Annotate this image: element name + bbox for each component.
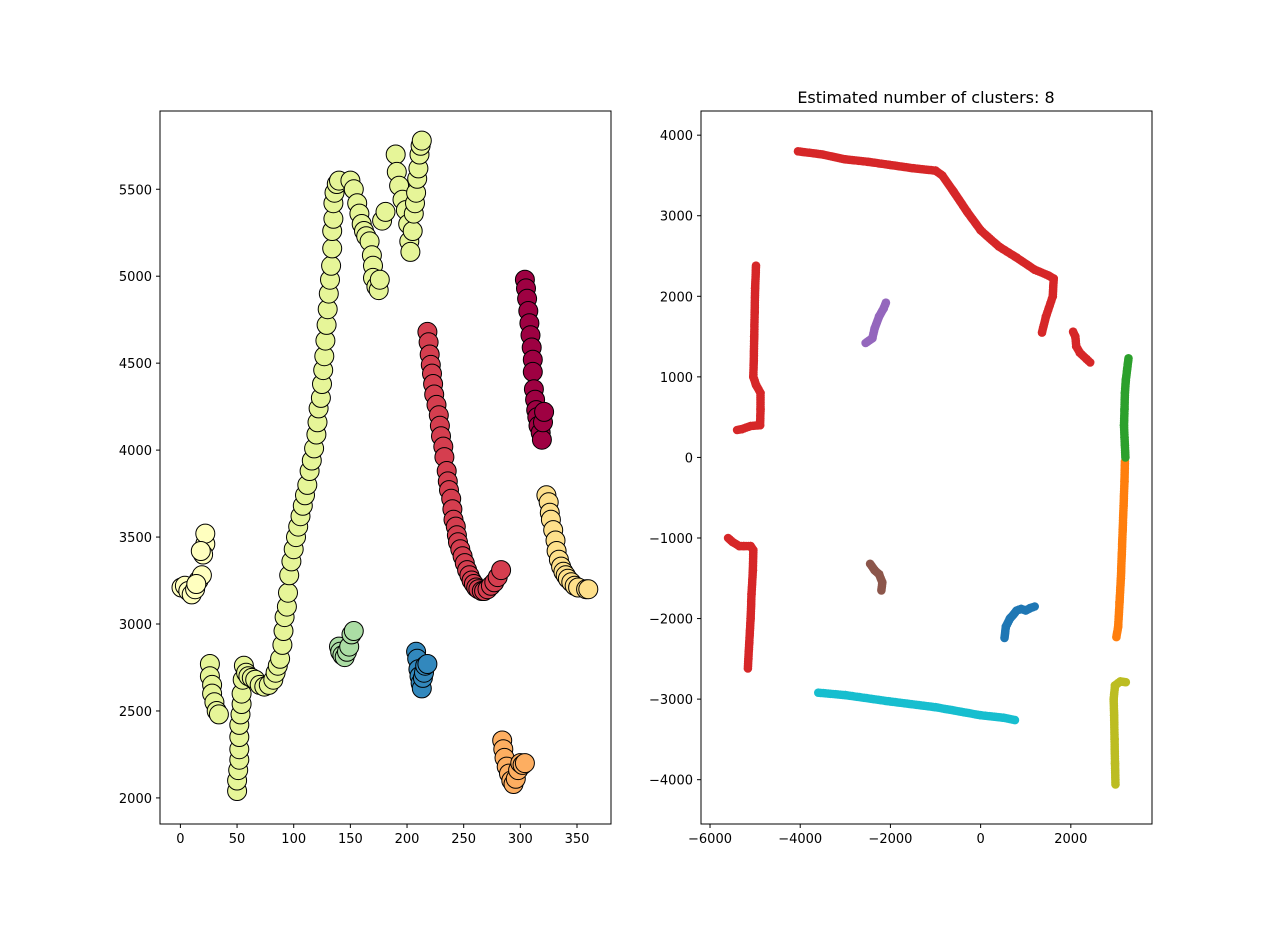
right-cluster-1-point (1112, 632, 1121, 642)
left-xtick-label: 200 (395, 832, 420, 847)
left-cluster-1-point (375, 201, 396, 222)
right-xtick-label: 2000 (1054, 832, 1087, 847)
left-cluster-1-point (322, 238, 343, 259)
right-cluster-2-point (1121, 453, 1130, 462)
right-ytick-label: 4000 (660, 129, 693, 144)
left-axes-frame (159, 110, 612, 825)
left-ytick-label: 2500 (119, 705, 152, 720)
left-xtick-label: 150 (338, 832, 363, 847)
left-cluster-1-point (278, 582, 298, 603)
left-ytick-label: 5500 (119, 183, 152, 198)
right-ytick-label: −1000 (649, 532, 693, 547)
right-scatter-panel: Estimated number of clusters: 8 −6000 −40… (649, 88, 1153, 847)
left-xtick-label: 0 (176, 832, 184, 847)
right-xtick-label: −6000 (688, 832, 732, 847)
left-cluster-0-point (195, 523, 216, 544)
left-cluster-7-point (514, 753, 535, 774)
left-cluster-1-point (369, 269, 390, 290)
left-xtick-label: 250 (451, 832, 476, 847)
left-y-axis: 2000 2500 3000 3500 4000 4500 5000 5500 (119, 183, 160, 807)
right-ytick-label: 1000 (660, 371, 693, 386)
left-cluster-3-point (531, 429, 552, 450)
left-x-axis: 0 50 100 150 200 250 300 350 (176, 824, 589, 847)
right-x-axis: −6000 −4000 −2000 0 2000 (688, 824, 1087, 847)
left-ytick-label: 3000 (119, 618, 152, 633)
left-cluster-1-point (208, 704, 229, 725)
left-cluster-1-point (321, 255, 342, 276)
left-xtick-label: 100 (281, 832, 306, 847)
left-cluster-1-point (385, 144, 406, 165)
left-cluster-4-point (578, 579, 599, 600)
right-cluster-0-point (732, 425, 742, 435)
left-cluster-1-point (411, 130, 432, 151)
right-axes-frame (700, 110, 1153, 825)
right-cluster-0-point (1085, 358, 1095, 367)
right-ytick-label: 3000 (660, 210, 693, 225)
left-cluster-1-point (400, 241, 421, 262)
right-chart-title: Estimated number of clusters: 8 (797, 88, 1054, 107)
right-cluster-3-point (881, 298, 891, 308)
right-ytick-label: −4000 (649, 774, 693, 789)
left-points-layer (171, 130, 599, 801)
left-cluster-0-point (190, 541, 211, 561)
left-cluster-3-point (522, 361, 543, 382)
left-ytick-label: 4500 (119, 357, 152, 372)
right-xtick-label: −4000 (778, 832, 822, 847)
right-cluster-0-point (1037, 328, 1047, 337)
left-scatter-panel: 0 50 100 150 200 250 300 350 2000 2500 3000 3500 40… (119, 110, 612, 847)
right-cluster-5-point (1030, 602, 1039, 611)
right-ytick-label: 2000 (660, 290, 693, 305)
right-cluster-6-point (1010, 715, 1020, 725)
left-ytick-label: 3500 (119, 531, 152, 546)
left-cluster-6-point (417, 654, 438, 674)
left-cluster-5-point (343, 621, 364, 641)
right-xtick-label: 0 (976, 832, 984, 847)
left-cluster-0-point (186, 574, 207, 594)
right-cluster-7-point (1121, 677, 1131, 687)
left-ytick-label: 5000 (119, 270, 152, 285)
right-ytick-label: −3000 (649, 693, 693, 708)
left-ytick-label: 4000 (119, 444, 152, 459)
left-cluster-3-point (534, 401, 555, 422)
left-ytick-label: 2000 (119, 792, 152, 807)
right-cluster-0-point (743, 664, 753, 673)
left-xtick-label: 350 (565, 832, 590, 847)
left-xtick-label: 50 (229, 832, 246, 847)
left-xtick-label: 300 (508, 832, 533, 847)
right-ytick-label: 0 (685, 451, 693, 466)
left-cluster-2-point (491, 560, 512, 581)
right-y-axis: −4000 −3000 −2000 −1000 0 1000 2000 3000 4000 (649, 129, 701, 789)
right-xtick-label: −2000 (868, 832, 912, 847)
right-ytick-label: −2000 (649, 613, 693, 628)
right-cluster-4-point (877, 586, 886, 595)
left-cluster-1-point (402, 221, 423, 241)
right-points-layer (723, 147, 1133, 789)
